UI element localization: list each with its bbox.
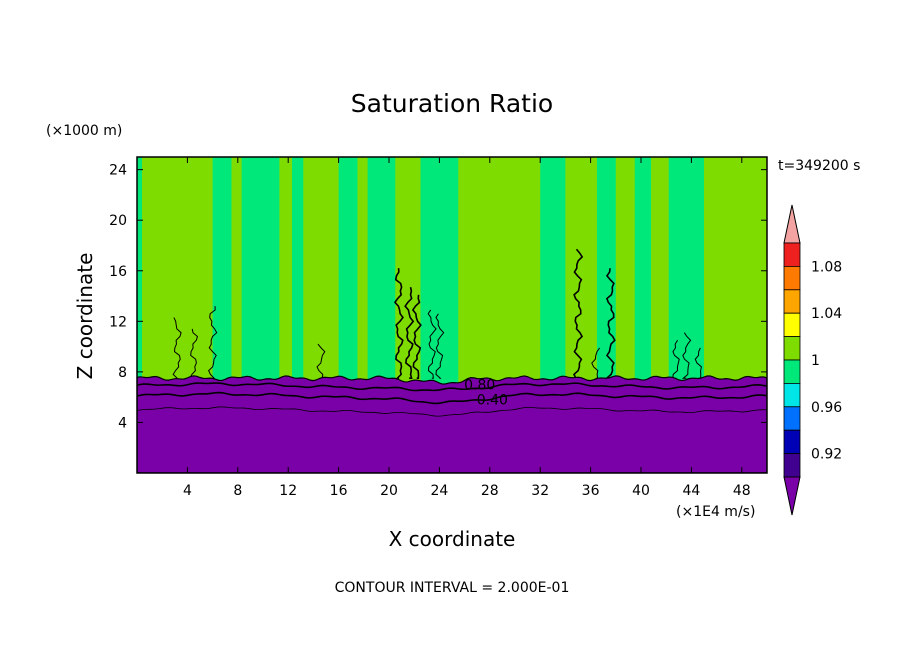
cloud-contour bbox=[591, 347, 601, 379]
y-tick-label: 4 bbox=[118, 415, 127, 431]
colorbar-label: 0.96 bbox=[811, 400, 842, 416]
y-tick-label: 24 bbox=[109, 163, 127, 179]
time-label: t=349200 s bbox=[778, 158, 860, 174]
cloud-contours bbox=[172, 248, 702, 379]
cloud-contour bbox=[172, 317, 182, 379]
colorbar-label: 1.04 bbox=[811, 306, 842, 322]
y-unit-label: (×1000 m) bbox=[46, 123, 122, 139]
contour-label: 0.80 bbox=[464, 378, 495, 394]
x-tick-label: 12 bbox=[279, 483, 297, 499]
x-tick-label: 32 bbox=[531, 483, 549, 499]
colorbar-swatch bbox=[783, 336, 801, 361]
y-axis-ticks: 4 8 12 16 20 24 bbox=[109, 163, 767, 431]
contour-interval-label: CONTOUR INTERVAL = 2.000E-01 bbox=[335, 580, 570, 596]
colorbar-swatch bbox=[783, 359, 801, 384]
cloud-contour bbox=[435, 313, 445, 379]
x-tick-label: 8 bbox=[233, 483, 242, 499]
colorbar-label: 1 bbox=[811, 353, 820, 369]
x-tick-label: 40 bbox=[632, 483, 650, 499]
x-axis-label: X coordinate bbox=[389, 527, 516, 551]
cloud-contour bbox=[573, 248, 584, 379]
cloud-contour bbox=[411, 294, 422, 379]
contour-line-020 bbox=[137, 406, 767, 417]
saturated-column bbox=[357, 157, 368, 473]
x-tick-label: 16 bbox=[330, 483, 348, 499]
plot-frame bbox=[136, 156, 768, 474]
contour-labels: 0.800.40 bbox=[464, 378, 508, 409]
cloud-contour bbox=[208, 306, 218, 379]
cloud-contour bbox=[404, 287, 415, 379]
colorbar-label: 0.92 bbox=[811, 447, 842, 463]
contour-line-040 bbox=[137, 391, 767, 405]
y-tick-label: 20 bbox=[109, 213, 127, 229]
x-tick-label: 24 bbox=[430, 483, 448, 499]
colorbar-swatch bbox=[783, 429, 801, 455]
x-tick-label: 36 bbox=[582, 483, 600, 499]
x-tick-label: 48 bbox=[733, 483, 751, 499]
dry-layer bbox=[137, 375, 767, 473]
cloud-contour bbox=[672, 340, 680, 379]
colorbar-swatch bbox=[783, 406, 801, 431]
x-tick-label: 4 bbox=[183, 483, 192, 499]
cloud-contour bbox=[188, 328, 199, 379]
plot-area bbox=[137, 157, 767, 473]
x-axis-ticks: 4 8 12 16 20 24 28 32 36 40 44 48 bbox=[183, 157, 751, 499]
cloud-contour bbox=[681, 332, 692, 379]
colorbar-swatch bbox=[783, 453, 801, 478]
colorbar-label: 1.08 bbox=[811, 259, 842, 275]
y-tick-label: 12 bbox=[109, 314, 127, 330]
cloud-contour bbox=[427, 309, 437, 379]
colorbar-top-arrow bbox=[783, 204, 801, 244]
colorbar-swatch bbox=[783, 242, 801, 267]
x-unit-label: (×1E4 m/s) bbox=[676, 504, 755, 520]
cloud-contour bbox=[316, 343, 326, 379]
saturated-column bbox=[231, 157, 242, 473]
colorbar-swatch bbox=[783, 289, 801, 314]
colorbar-bottom-arrow bbox=[783, 476, 801, 516]
x-tick-label: 44 bbox=[682, 483, 700, 499]
y-axis-label: Z coordinate bbox=[73, 253, 97, 380]
cloud-contour bbox=[694, 347, 702, 379]
chart-title: Saturation Ratio bbox=[351, 89, 553, 118]
cloud-contour bbox=[393, 268, 404, 379]
colorbar-swatch bbox=[783, 265, 801, 291]
contour-label: 0.40 bbox=[477, 393, 508, 409]
y-tick-label: 16 bbox=[109, 264, 127, 280]
x-tick-label: 20 bbox=[380, 483, 398, 499]
x-tick-label: 28 bbox=[481, 483, 499, 499]
colorbar: 1.08 1.04 1 0.96 0.92 bbox=[783, 204, 842, 516]
contour-line-080 bbox=[137, 382, 767, 392]
colorbar-swatch bbox=[783, 382, 801, 408]
cloud-contour bbox=[604, 268, 616, 379]
y-tick-label: 8 bbox=[118, 365, 127, 381]
colorbar-swatch bbox=[783, 312, 801, 338]
